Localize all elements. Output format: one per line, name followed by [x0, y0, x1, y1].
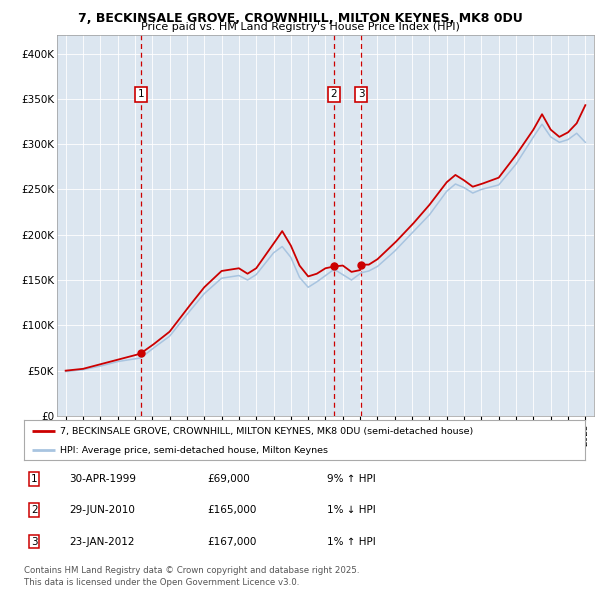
Text: 29-JUN-2010: 29-JUN-2010: [69, 506, 135, 515]
Text: 7, BECKINSALE GROVE, CROWNHILL, MILTON KEYNES, MK8 0DU (semi-detached house): 7, BECKINSALE GROVE, CROWNHILL, MILTON K…: [61, 427, 474, 436]
Text: £165,000: £165,000: [207, 506, 256, 515]
Text: 3: 3: [358, 89, 364, 99]
Text: 1% ↑ HPI: 1% ↑ HPI: [327, 537, 376, 546]
Text: Price paid vs. HM Land Registry's House Price Index (HPI): Price paid vs. HM Land Registry's House …: [140, 22, 460, 32]
Text: 1: 1: [31, 474, 38, 484]
Text: 1% ↓ HPI: 1% ↓ HPI: [327, 506, 376, 515]
Text: 9% ↑ HPI: 9% ↑ HPI: [327, 474, 376, 484]
Text: £167,000: £167,000: [207, 537, 256, 546]
Text: £69,000: £69,000: [207, 474, 250, 484]
Text: 23-JAN-2012: 23-JAN-2012: [69, 537, 134, 546]
Text: 3: 3: [31, 537, 38, 546]
Text: 2: 2: [331, 89, 337, 99]
Text: 2: 2: [31, 506, 38, 515]
Text: 1: 1: [137, 89, 144, 99]
Text: 30-APR-1999: 30-APR-1999: [69, 474, 136, 484]
Text: 7, BECKINSALE GROVE, CROWNHILL, MILTON KEYNES, MK8 0DU: 7, BECKINSALE GROVE, CROWNHILL, MILTON K…: [77, 12, 523, 25]
Text: HPI: Average price, semi-detached house, Milton Keynes: HPI: Average price, semi-detached house,…: [61, 445, 328, 455]
Text: Contains HM Land Registry data © Crown copyright and database right 2025.
This d: Contains HM Land Registry data © Crown c…: [24, 566, 359, 587]
